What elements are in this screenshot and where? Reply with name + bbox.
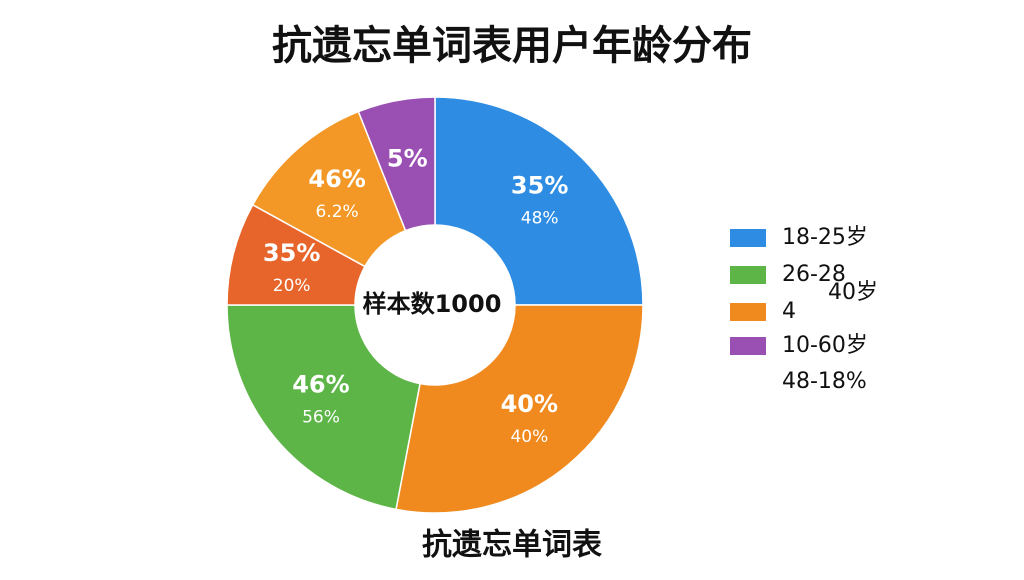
- donut-slice: [395, 304, 644, 514]
- chart-title: 抗遗忘单词表用户年龄分布: [272, 23, 752, 69]
- legend-note: 40岁: [828, 280, 878, 305]
- legend-swatch: [730, 303, 766, 321]
- legend-label: 26-28: [782, 262, 846, 287]
- slice-label: 46%: [308, 165, 365, 193]
- slice-label: 20%: [273, 276, 311, 296]
- legend-label: 18-25岁: [782, 225, 868, 250]
- legend-label: 10-60岁: [782, 333, 868, 358]
- legend-label: 4: [782, 299, 796, 324]
- slice-label: 56%: [302, 407, 340, 427]
- slice-label: 6.2%: [316, 202, 359, 222]
- caption: 抗遗忘单词表: [422, 528, 602, 563]
- donut-slice: [434, 96, 644, 306]
- legend-swatch: [730, 266, 766, 284]
- slice-label: 40%: [501, 390, 558, 418]
- center-text: 样本数1000: [363, 290, 502, 318]
- slice-label: 35%: [511, 171, 568, 199]
- slice-label: 5%: [387, 145, 428, 173]
- slice-label: 48%: [521, 208, 559, 228]
- donut-slice: [357, 96, 436, 232]
- slice-label: 46%: [292, 370, 349, 398]
- slice-label: 40%: [510, 427, 548, 447]
- legend-swatch: [730, 229, 766, 247]
- donut-slice: [226, 304, 421, 511]
- legend-note: 48-18%: [782, 369, 867, 394]
- legend-swatch: [730, 337, 766, 355]
- slice-label: 35%: [263, 239, 320, 267]
